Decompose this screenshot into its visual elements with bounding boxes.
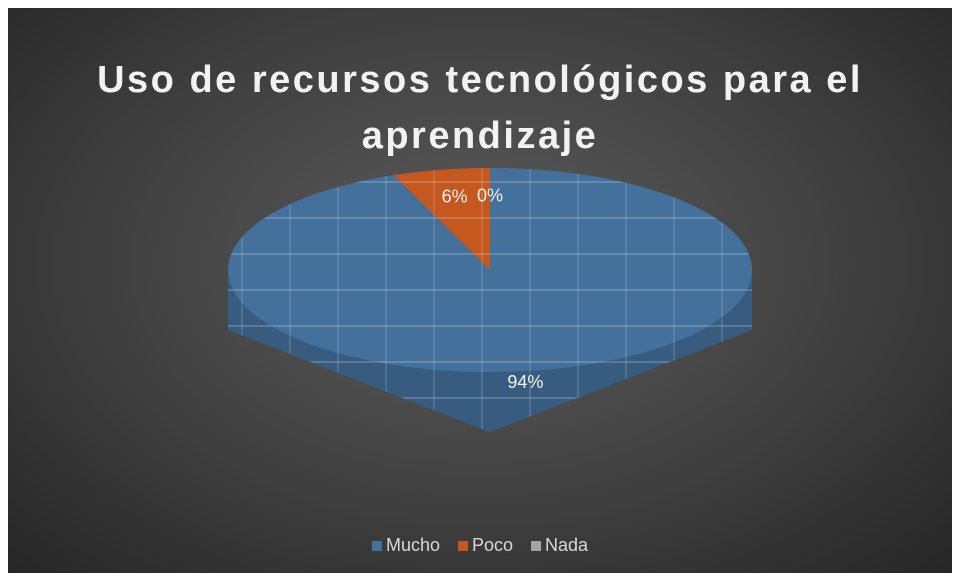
legend-swatch	[371, 541, 382, 551]
legend-label: Poco	[472, 535, 513, 555]
pie-side-texture	[228, 270, 752, 432]
data-label: 94%	[507, 372, 543, 392]
legend: Mucho Poco Nada	[371, 535, 589, 555]
chart-title: Uso de recursos tecnológicos para el apr…	[97, 59, 863, 157]
legend-swatch	[457, 541, 468, 551]
data-label: 6%	[442, 187, 468, 207]
legend-label: Nada	[545, 535, 589, 555]
legend-swatch	[531, 541, 542, 551]
pie-slice-texture	[393, 168, 490, 270]
data-label: 0%	[477, 185, 503, 205]
legend-label: Mucho	[386, 535, 440, 555]
